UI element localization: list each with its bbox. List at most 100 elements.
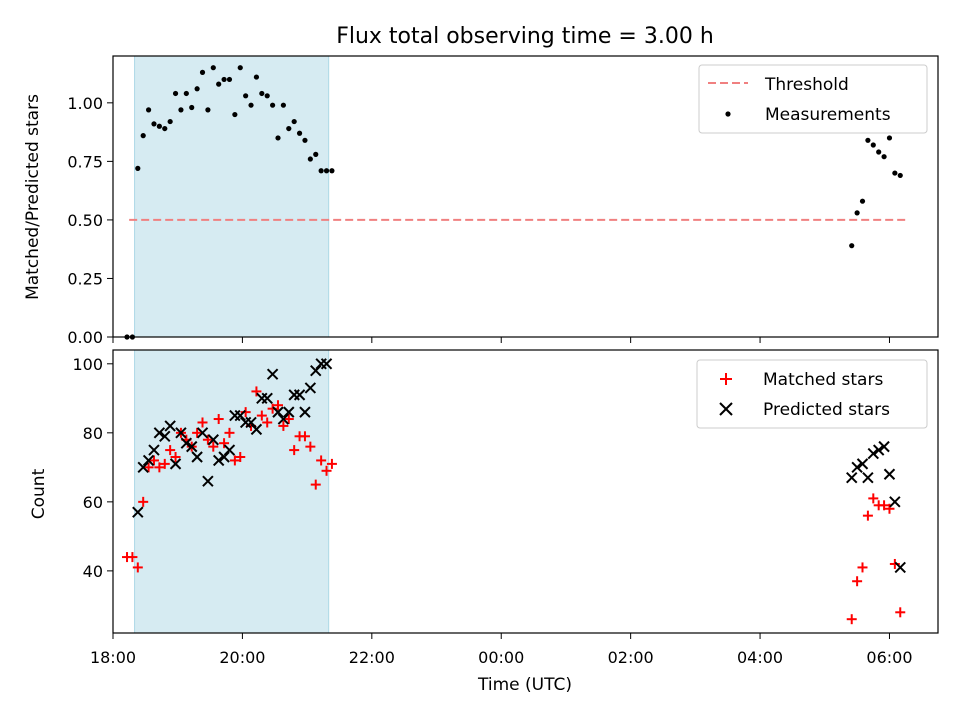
top-y-axis-label: Matched/Predicted stars — [23, 94, 43, 300]
matched-star-point — [154, 462, 165, 473]
predicted-star-point — [283, 406, 295, 418]
matched-star-point — [219, 438, 230, 449]
measurement-point — [313, 151, 319, 157]
matched-star-point — [138, 496, 149, 507]
x-b — [867, 447, 880, 460]
measurement-point — [167, 118, 173, 125]
x-tick-label: 20:00 — [219, 648, 265, 667]
x-b — [846, 471, 858, 484]
x-b — [851, 461, 863, 474]
predicted-star-point — [867, 447, 880, 460]
x-b — [878, 440, 890, 453]
x-b — [142, 454, 155, 467]
x-b — [175, 427, 187, 439]
y-tick-label: 0.25 — [67, 269, 103, 288]
measurement-point — [189, 104, 195, 111]
predicted-star-point — [878, 440, 890, 453]
y-tick-label: 0.75 — [67, 152, 103, 171]
matched-star-point — [170, 451, 181, 462]
legend-matched-label: Matched stars — [763, 370, 883, 390]
x-tick-label: 06:00 — [866, 648, 912, 667]
measurement-point — [232, 111, 238, 118]
x-b — [272, 406, 284, 418]
matched-star-point — [310, 479, 321, 490]
matched-star-point — [262, 417, 273, 428]
predicted-star-point — [872, 444, 885, 456]
measurement-point — [859, 198, 866, 204]
bottom-shaded-span — [134, 349, 330, 634]
x-b — [234, 409, 246, 422]
measurement-point — [275, 135, 281, 141]
x-b — [207, 434, 220, 446]
x-tick-label: 04:00 — [737, 648, 783, 667]
x-axis-label: Time (UTC) — [477, 675, 572, 695]
matched-star-point — [326, 458, 337, 469]
predicted-star-point — [272, 406, 284, 418]
x-b — [889, 496, 901, 508]
x-b — [277, 413, 290, 425]
measurement-point — [323, 168, 330, 174]
top-x-ticks — [112, 337, 890, 343]
x-b — [169, 458, 182, 470]
measurement-point — [135, 165, 141, 171]
predicted-star-point — [304, 382, 317, 394]
bottom-panel: 18:00 20:00 22:00 00:00 02:00 04:00 06:00 40 60… — [29, 349, 939, 695]
matched-star-point — [192, 427, 203, 438]
measurement-point — [226, 76, 233, 83]
measurement-point — [264, 93, 270, 99]
measurement-point — [291, 118, 297, 125]
matched-star-point — [229, 455, 240, 466]
measurement-point — [881, 154, 887, 160]
matched-star-point — [278, 420, 289, 431]
matched-star-point — [846, 614, 857, 625]
measurement-point — [183, 90, 189, 97]
x-b — [250, 423, 263, 436]
x-b — [862, 471, 874, 484]
x-b — [283, 406, 295, 418]
x-b — [186, 440, 198, 453]
measurement-point — [280, 102, 286, 108]
matched-star-point — [143, 462, 154, 473]
matched-star-point — [305, 441, 316, 452]
predicted-star-point — [196, 427, 209, 439]
x-b — [153, 427, 166, 439]
measurement-point — [221, 76, 227, 83]
matched-star-point — [202, 434, 213, 445]
top-axes-frame — [112, 55, 939, 338]
predicted-star-point — [293, 389, 306, 401]
x-b — [310, 365, 322, 377]
matched-star-point — [283, 414, 294, 425]
predicted-star-point — [164, 420, 176, 432]
measurement-point — [302, 137, 308, 143]
measurement-point — [162, 125, 168, 132]
predicted-star-point — [132, 506, 144, 518]
predicted-star-point — [320, 358, 333, 370]
predicted-star-point — [310, 365, 322, 377]
measurement-point — [248, 102, 254, 108]
bottom-legend: Matched stars Predicted stars — [696, 359, 928, 429]
measurement-point — [318, 168, 324, 174]
measurement-point — [886, 135, 893, 141]
x-tick-label: 02:00 — [608, 648, 654, 667]
x-b — [159, 430, 171, 442]
x-b — [856, 458, 869, 470]
x-b — [293, 389, 306, 401]
x-b — [883, 468, 896, 480]
x-b — [148, 444, 160, 456]
top-legend: Threshold Measurements — [698, 64, 928, 134]
predicted-star-point — [266, 368, 279, 380]
measurement-point — [892, 170, 898, 176]
measurement-point — [199, 69, 206, 75]
measurement-point — [296, 130, 303, 136]
top-plot-marks — [124, 65, 906, 340]
bottom-axes-frame — [112, 349, 939, 634]
predicted-star-point — [299, 406, 311, 418]
measurement-point — [156, 123, 162, 129]
bottom-legend-box — [696, 359, 928, 429]
matched-star-point — [868, 493, 879, 504]
bottom-y-axis-label: Count — [29, 468, 49, 519]
top-y-ticks: 0.00 0.25 0.50 0.75 1.00 — [67, 94, 113, 347]
x-b — [872, 444, 885, 456]
legend-predicted-label: Predicted stars — [763, 400, 890, 420]
